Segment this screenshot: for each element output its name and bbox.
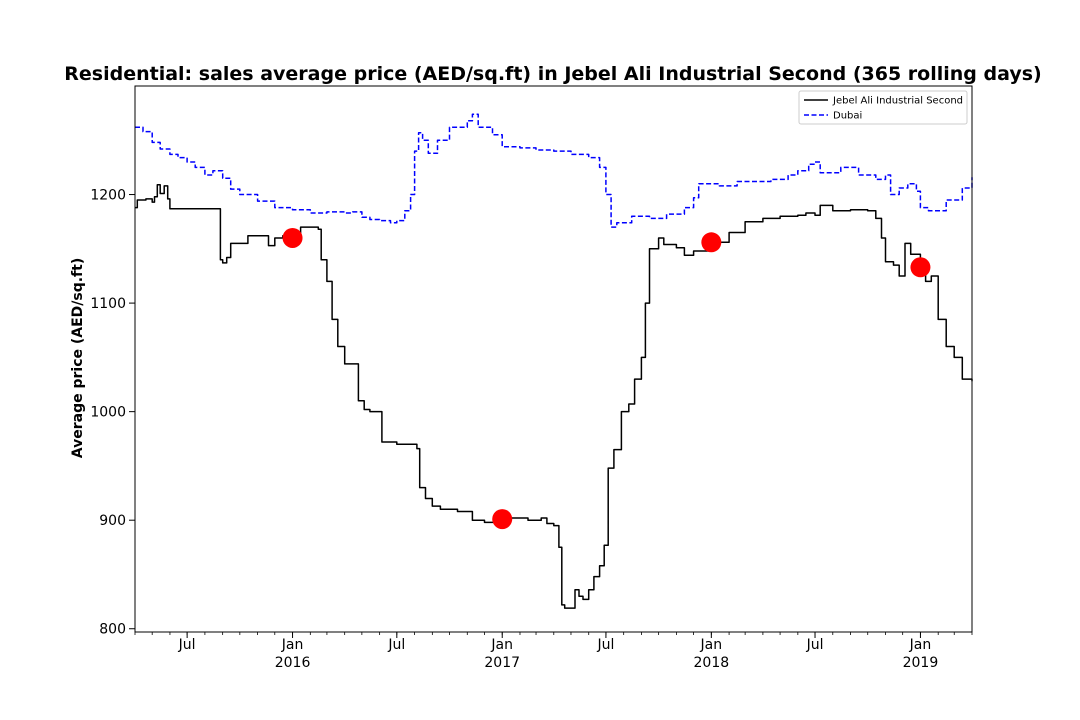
y-axis-label: Average price (AED/sq.ft)	[70, 258, 86, 458]
plot-area: Jul Jan 2016 Jul Jan 2017 Jul Jan 2018 Jul Jan 2019…	[90, 113, 973, 671]
legend-box	[798, 90, 968, 125]
x-tick-label: Jan	[700, 637, 723, 653]
x-tick-year-label: 2016	[275, 655, 311, 671]
x-tick-label: Jul	[596, 637, 614, 653]
x-tick-label: Jan	[490, 637, 513, 653]
x-tick-label: Jul	[806, 637, 824, 653]
x-tick-label: Jan	[909, 637, 932, 653]
x-tick-year-label: 2019	[903, 655, 939, 671]
x-tick-label: Jul	[387, 637, 405, 653]
series-line-dubai	[135, 113, 973, 228]
data-marker	[282, 227, 303, 248]
legend-label-dubai: Dubai	[833, 111, 862, 122]
legend-label-jebel-ali: Jebel Ali Industrial Second	[832, 96, 963, 107]
y-tick-label: 1200	[90, 188, 126, 204]
y-tick-label: 800	[99, 622, 126, 638]
series-line-jebel-ali	[135, 184, 973, 609]
y-tick-label: 1100	[90, 296, 126, 312]
data-marker	[910, 257, 931, 278]
x-tick-year-label: 2018	[694, 655, 730, 671]
y-tick-label: 900	[99, 513, 126, 529]
x-tick-label: Jul	[178, 637, 196, 653]
data-marker	[492, 509, 513, 530]
chart-title: Residential: sales average price (AED/sq…	[64, 63, 1041, 85]
y-tick-label: 1000	[90, 405, 126, 421]
axes-frame	[134, 85, 973, 633]
x-tick-label: Jan	[281, 637, 304, 653]
legend: Jebel Ali Industrial Second Dubai	[798, 90, 968, 125]
data-marker	[701, 232, 722, 253]
x-tick-year-label: 2017	[484, 655, 520, 671]
